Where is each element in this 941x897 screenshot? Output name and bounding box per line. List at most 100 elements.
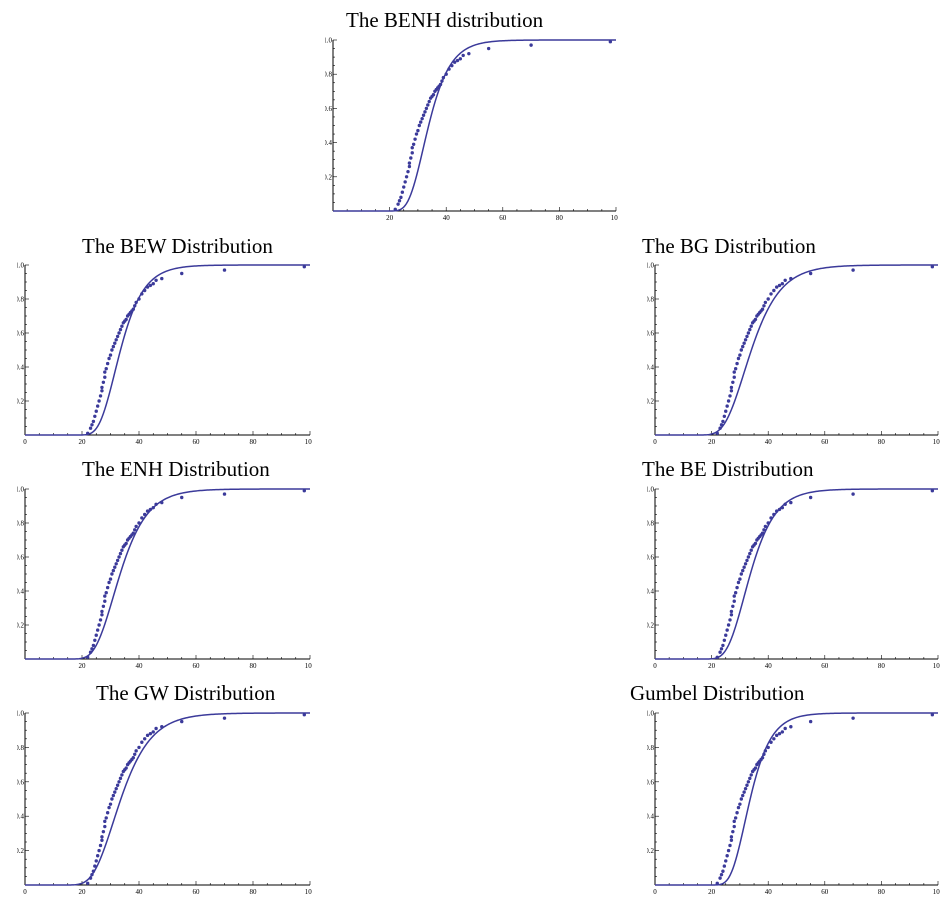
data-point: [131, 307, 135, 311]
data-point: [777, 731, 782, 736]
data-point: [148, 507, 153, 512]
data-point: [742, 790, 746, 794]
chart-title-bew: The BEW Distribution: [82, 234, 273, 258]
y-tick-label: 0.8: [647, 520, 655, 528]
x-tick-label: 60: [499, 214, 507, 222]
data-point: [774, 509, 779, 513]
data-point: [103, 819, 107, 824]
data-point: [423, 110, 427, 114]
data-point: [748, 551, 752, 556]
x-tick-label: 60: [821, 438, 829, 446]
data-point: [105, 585, 110, 590]
data-point: [726, 399, 731, 403]
data-point: [117, 555, 121, 559]
data-point: [721, 643, 725, 648]
data-point: [148, 731, 153, 736]
data-point: [98, 843, 103, 848]
data-point: [100, 609, 104, 614]
data-point: [416, 128, 420, 133]
data-point: [851, 268, 855, 272]
data-point: [411, 142, 416, 147]
data-point: [145, 733, 150, 738]
chart-title-benh: The BENH distribution: [346, 8, 544, 32]
data-point: [107, 805, 111, 810]
data-point: [762, 752, 766, 756]
data-point: [529, 43, 533, 47]
data-point: [137, 745, 141, 750]
data-point: [769, 740, 773, 744]
x-tick-label: 100: [933, 438, 940, 446]
data-point: [180, 271, 184, 276]
data-point: [772, 288, 776, 293]
data-point: [115, 334, 120, 339]
data-point: [113, 341, 117, 345]
data-point: [404, 175, 409, 179]
data-point: [725, 854, 729, 858]
data-point: [851, 492, 855, 496]
data-point: [396, 202, 400, 206]
y-tick-label: 0.2: [647, 622, 655, 630]
data-point: [774, 285, 779, 289]
y-tick-label: 0.4: [325, 139, 333, 147]
y-tick-label: 0.2: [17, 622, 25, 630]
data-point: [732, 599, 736, 603]
data-point: [753, 766, 758, 770]
data-point: [104, 816, 108, 820]
data-point: [95, 404, 100, 408]
data-point: [738, 577, 742, 581]
chart-bew: 0 20 40 60 80 100 0.2 0.4 0.6 0.8 1.0: [17, 262, 312, 447]
data-point: [441, 75, 446, 80]
data-point: [180, 495, 184, 500]
data-point: [143, 512, 147, 517]
data-point: [808, 719, 813, 724]
data-point: [741, 344, 745, 349]
data-point: [724, 409, 728, 413]
y-tick-label: 0.6: [647, 554, 655, 562]
data-point: [743, 338, 748, 342]
y-tick-label: 0.4: [17, 364, 25, 372]
x-tick-label: 40: [136, 662, 144, 670]
chart-title-gumbel: Gumbel Distribution: [630, 681, 805, 705]
data-point: [110, 348, 114, 352]
data-point: [118, 551, 123, 556]
y-tick-label: 1.0: [647, 262, 655, 270]
data-point: [719, 872, 724, 877]
data-point: [103, 824, 107, 829]
x-tick-label: 80: [556, 214, 564, 222]
y-tick-label: 0.6: [647, 778, 655, 786]
data-point: [111, 568, 116, 573]
x-tick-label: 100: [305, 662, 312, 670]
data-point: [113, 790, 117, 794]
data-point: [115, 783, 120, 787]
data-point: [721, 869, 725, 873]
data-point: [414, 132, 419, 136]
data-point: [86, 655, 90, 659]
data-point: [722, 864, 727, 868]
data-point: [98, 618, 103, 622]
y-tick-label: 0.8: [647, 296, 655, 304]
data-point: [736, 805, 741, 810]
data-point: [145, 509, 150, 513]
y-tick-label: 0.8: [17, 296, 25, 304]
data-point: [95, 628, 100, 632]
data-point: [731, 829, 735, 834]
x-tick-label: 100: [305, 438, 312, 446]
data-point: [134, 749, 138, 753]
y-tick-label: 0.4: [647, 364, 655, 372]
x-tick-label: 0: [653, 662, 657, 670]
x-tick-label: 100: [933, 888, 940, 896]
x-tick-label: 20: [708, 662, 716, 670]
data-point: [403, 180, 407, 184]
data-point: [718, 876, 722, 880]
data-point: [118, 776, 123, 781]
data-point: [111, 793, 116, 798]
x-tick-label: 20: [708, 888, 716, 896]
data-point: [417, 123, 422, 128]
data-point: [733, 816, 738, 820]
data-point: [772, 512, 776, 517]
data-point: [151, 282, 155, 286]
data-point: [728, 394, 732, 398]
data-point: [154, 278, 158, 282]
data-point: [736, 580, 741, 585]
data-point: [726, 623, 731, 627]
